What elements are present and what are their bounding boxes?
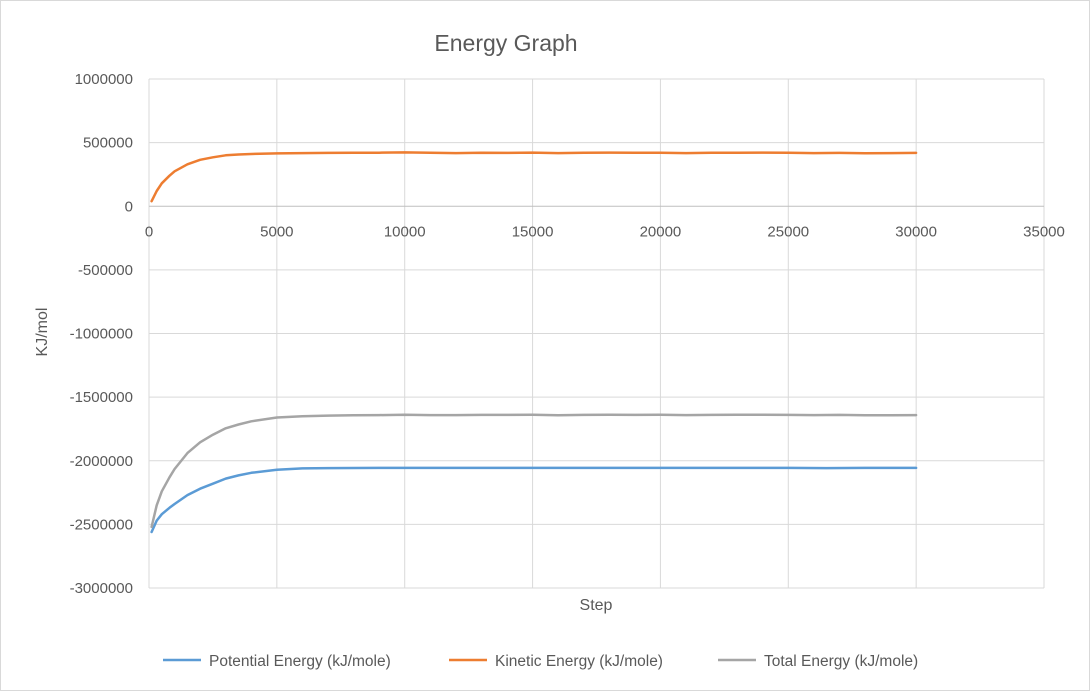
legend-label-1: Potential Energy (kJ/mole) xyxy=(209,653,391,670)
y-tick-label: -3000000 xyxy=(70,580,133,597)
y-tick-label: -2000000 xyxy=(70,453,133,470)
tick-labels: 1000000 500000 0 -500000 -1000000 -1500000 -20… xyxy=(70,71,1065,597)
axes xyxy=(148,79,1044,588)
y-tick-label: -2500000 xyxy=(70,516,133,533)
x-tick-label: 10000 xyxy=(384,223,426,240)
series-line-2 xyxy=(150,151,918,203)
y-tick-label: 500000 xyxy=(83,135,133,152)
x-axis-title: Step xyxy=(580,597,613,614)
x-tick-label: 25000 xyxy=(767,223,809,240)
x-tick-label: 20000 xyxy=(640,223,682,240)
x-tick-label: 5000 xyxy=(260,223,293,240)
x-tick-label: 35000 xyxy=(1023,223,1065,240)
legend-label-2: Kinetic Energy (kJ/mole) xyxy=(495,653,663,670)
x-tick-label: 0 xyxy=(145,223,153,240)
x-tick-label: 30000 xyxy=(895,223,937,240)
y-tick-label: 0 xyxy=(125,198,133,215)
chart-title: Energy Graph xyxy=(434,30,577,56)
y-axis-title: KJ/mol xyxy=(34,308,51,357)
series-line-1 xyxy=(150,466,918,534)
legend-label-3: Total Energy (kJ/mole) xyxy=(764,653,918,670)
y-tick-label: -1500000 xyxy=(70,389,133,406)
legend: Potential Energy (kJ/mole) Kinetic Energy… xyxy=(163,653,918,670)
y-tick-label: -500000 xyxy=(78,262,133,279)
y-tick-label: -1000000 xyxy=(70,326,133,343)
series-line-3 xyxy=(150,413,918,529)
y-tick-label: 1000000 xyxy=(75,71,133,88)
series-lines xyxy=(150,151,918,534)
x-tick-label: 15000 xyxy=(512,223,554,240)
gridlines xyxy=(149,78,1045,589)
